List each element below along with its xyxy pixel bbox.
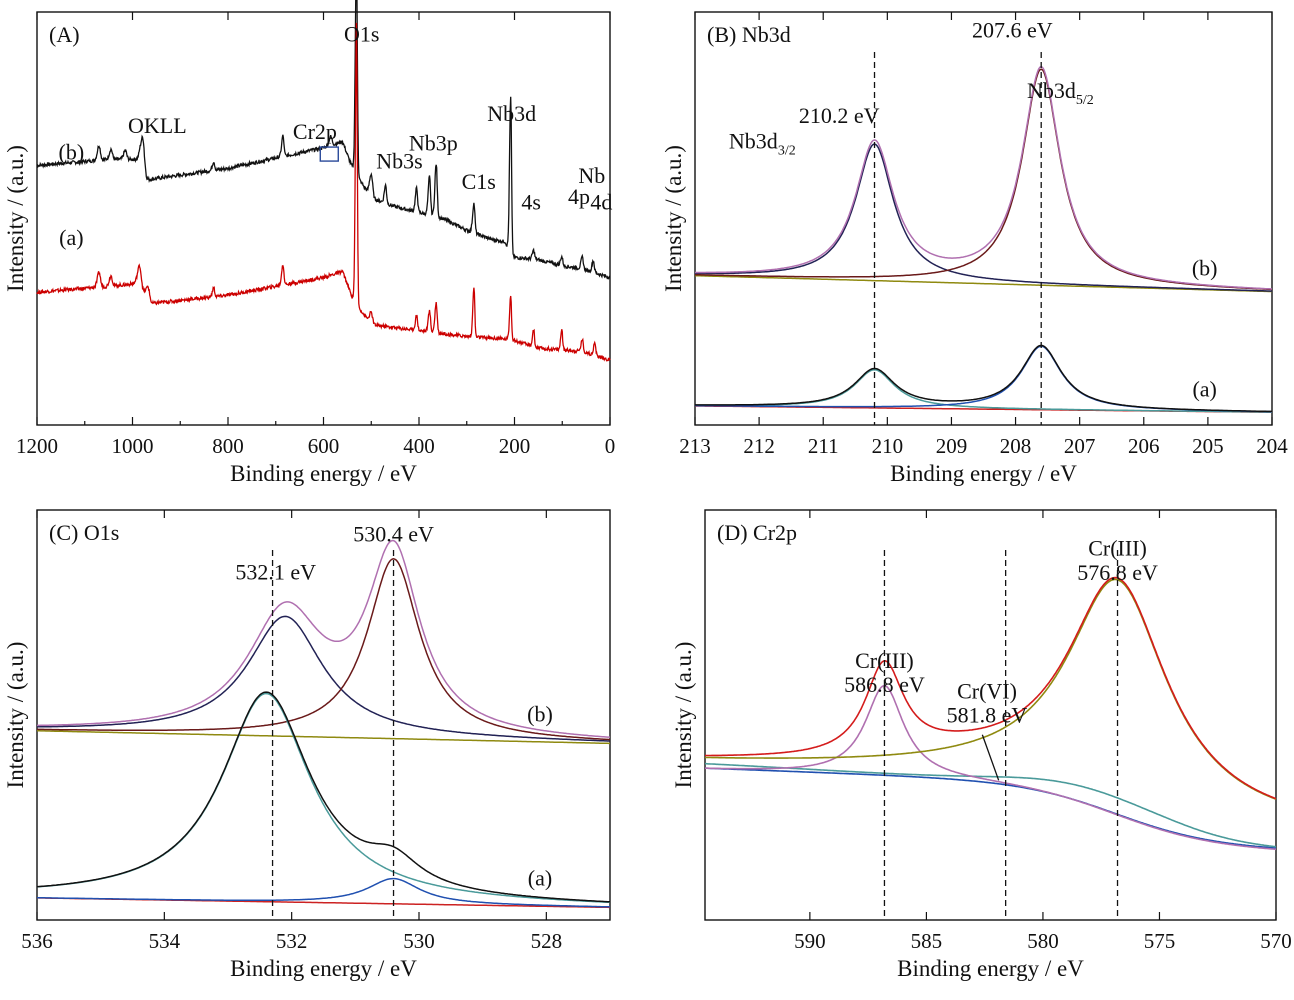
panel-D: 590 585 580 575 570 Binding energy / eV Intens… <box>671 509 1292 981</box>
panel-B: 213 212 211 210 209 208 207 206 205 204 Binding en… <box>661 11 1288 486</box>
annotation-B: Nb3d5/2 <box>1027 78 1094 108</box>
annotation-A: (b) <box>59 140 85 165</box>
x-tick-label-D: 585 <box>911 929 943 953</box>
fit-curve-teal <box>705 762 1277 848</box>
plot-frame-B <box>694 11 1273 426</box>
x-tick-label-B: 208 <box>1000 434 1032 458</box>
x-tick-label-A: 400 <box>403 434 435 458</box>
x-tick-label-B: 212 <box>743 434 775 458</box>
annotation-D: Cr(VI) <box>957 678 1017 703</box>
series-line-a <box>36 22 611 362</box>
annotation-A: Nb3s <box>376 148 422 173</box>
annotation-subscript-B: 3/2 <box>778 144 796 159</box>
annotation-C: 532.1 eV <box>235 559 316 584</box>
annotation-A-nb: Nb <box>578 163 605 188</box>
annotation-A: Nb3d <box>487 101 536 126</box>
fit-component-C <box>37 615 610 742</box>
annotation-A: (a) <box>59 225 83 250</box>
plot-frame-D <box>704 509 1277 921</box>
background-line-C <box>37 730 610 745</box>
x-tick-label-B: 209 <box>936 434 968 458</box>
annotation-A: C1s <box>462 169 496 194</box>
x-tick-label-D: 590 <box>794 929 826 953</box>
annotation-B: 207.6 eV <box>972 17 1053 42</box>
fit-envelope-B <box>695 65 1273 290</box>
annotation-A-4s: 4s <box>521 190 541 215</box>
panel-A: 1200 1000 800 600 400 200 0 Binding energy / eV… <box>3 0 615 486</box>
x-tick-label-C: 532 <box>276 929 308 953</box>
fit-envelope-B <box>695 344 1272 413</box>
annotation-subscript-B: 5/2 <box>1076 93 1094 108</box>
annotation-C: (b) <box>527 701 553 726</box>
background-line-B <box>695 274 1273 293</box>
x-tick-label-A: 600 <box>308 434 340 458</box>
x-tick-label-C: 530 <box>403 929 435 953</box>
fit-curve-red <box>705 576 1277 800</box>
annotation-B: (a) <box>1192 376 1216 401</box>
cr2p-marker-box <box>319 146 339 162</box>
x-axis-label-A: Binding energy / eV <box>230 461 417 486</box>
annotation-A: O1s <box>344 22 379 47</box>
y-axis-label-B: Intensity / (a.u.) <box>661 145 686 292</box>
fit-component-B <box>695 345 1272 413</box>
annotation-D: 576.8 eV <box>1077 560 1158 585</box>
x-tick-label-A: 1200 <box>16 434 58 458</box>
annotation-D: Cr(III) <box>1088 536 1147 561</box>
x-tick-label-B: 206 <box>1128 434 1160 458</box>
annotation-A-4p: 4p <box>568 184 590 209</box>
annotation-D: 581.8 eV <box>947 703 1028 728</box>
x-axis-label-C: Binding energy / eV <box>230 956 417 981</box>
plot-frame-C <box>36 509 611 921</box>
annotation-B: (b) <box>1192 256 1218 281</box>
annotation-C: 530.4 eV <box>353 522 434 547</box>
x-tick-label-A: 800 <box>212 434 244 458</box>
x-tick-label-B: 207 <box>1064 434 1096 458</box>
annotation-A-4d: 4d <box>590 190 612 215</box>
fit-component-B <box>694 68 1272 291</box>
x-tick-label-A: 1000 <box>112 434 154 458</box>
cr6-leader-line <box>981 734 1000 781</box>
x-tick-label-B: 211 <box>808 434 839 458</box>
x-tick-label-A: 200 <box>499 434 531 458</box>
x-tick-label-C: 528 <box>531 929 563 953</box>
y-axis-label-C: Intensity / (a.u.) <box>3 642 28 789</box>
panel-label-A: (A) <box>49 22 80 47</box>
annotation-A: Nb3p <box>409 131 458 156</box>
fit-component-B <box>695 143 1272 292</box>
annotation-D: Cr(III) <box>855 648 914 673</box>
annotation-C: (a) <box>528 865 552 890</box>
x-tick-label-D: 570 <box>1260 929 1292 953</box>
x-tick-label-D: 580 <box>1027 929 1059 953</box>
panel-label-B: (B) Nb3d <box>707 22 791 47</box>
panel-label-D: (D) Cr2p <box>717 520 797 545</box>
y-axis-label-D: Intensity / (a.u.) <box>671 642 696 789</box>
annotation-D: 586.8 eV <box>844 672 925 697</box>
panel-label-C: (C) O1s <box>49 520 119 545</box>
x-tick-label-D: 575 <box>1144 929 1176 953</box>
fit-component-C <box>36 558 611 741</box>
fit-envelope-C <box>36 691 610 903</box>
x-tick-label-C: 534 <box>149 929 181 953</box>
x-tick-label-A: 0 <box>605 434 616 458</box>
x-tick-label-B: 204 <box>1256 434 1288 458</box>
fit-envelope-C <box>37 539 611 738</box>
fit-curve-purple <box>705 684 1277 851</box>
x-axis-label-B: Binding energy / eV <box>890 461 1077 486</box>
x-axis-label-D: Binding energy / eV <box>897 956 1084 981</box>
x-tick-label-C: 536 <box>21 929 53 953</box>
x-tick-label-B: 210 <box>872 434 904 458</box>
plot-frame-A <box>36 11 611 426</box>
annotation-A: Cr2p <box>293 119 337 144</box>
x-tick-label-B: 213 <box>679 434 711 458</box>
annotation-A: OKLL <box>128 113 187 138</box>
y-axis-label-A: Intensity / (a.u.) <box>3 145 28 292</box>
annotation-B: Nb3d3/2 <box>729 129 796 159</box>
fit-curve-blue <box>705 767 1277 849</box>
annotation-B: 210.2 eV <box>799 103 880 128</box>
x-tick-label-B: 205 <box>1192 434 1224 458</box>
fit-component-C <box>37 877 611 908</box>
panel-C: 536 534 532 530 528 Binding energy / eV Intens… <box>3 509 611 981</box>
fit-component-C <box>36 692 611 904</box>
